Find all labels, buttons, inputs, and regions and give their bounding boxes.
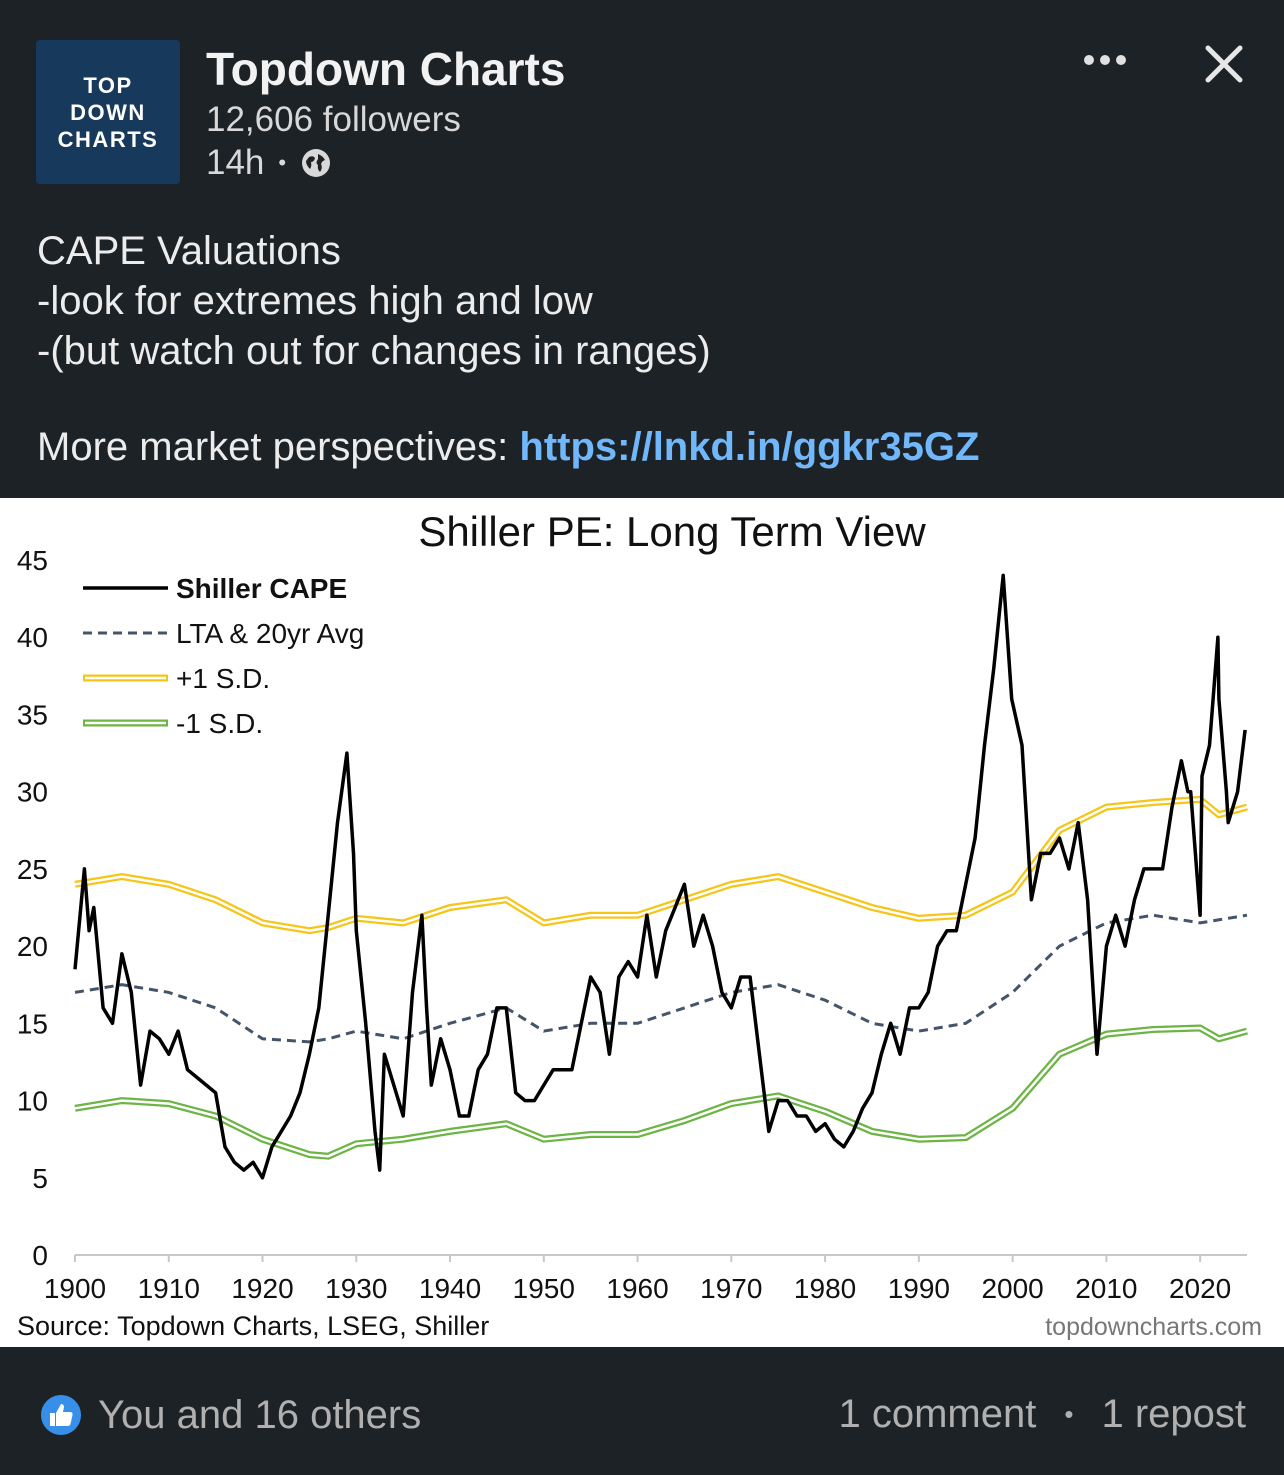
more-dots-icon — [1084, 55, 1126, 65]
x-tick-label: 1930 — [325, 1273, 387, 1304]
legend-label-3: -1 S.D. — [176, 708, 263, 739]
reactions-text: You and 16 others — [98, 1392, 422, 1437]
y-tick-label: 0 — [32, 1240, 48, 1271]
legend-label-2: +1 S.D. — [176, 663, 270, 694]
cape-chart: Shiller PE: Long Term View 1900 1910 1920 19… — [17, 508, 1262, 1341]
globe-icon — [302, 149, 331, 177]
x-tick-label: 1980 — [794, 1273, 856, 1304]
x-tick-label: 1970 — [700, 1273, 762, 1304]
y-tick-label: 15 — [17, 1008, 48, 1039]
close-button[interactable] — [1198, 38, 1250, 90]
post-line-3: -(but watch out for changes in ranges) — [37, 329, 711, 373]
x-tick-label: 2020 — [1169, 1273, 1231, 1304]
post-time: 14h — [206, 143, 265, 182]
reposts-count[interactable]: 1 repost — [1101, 1392, 1246, 1436]
x-tick-label: 1950 — [513, 1273, 575, 1304]
post-footer — [0, 1347, 1284, 1475]
x-tick-label: 1920 — [231, 1273, 293, 1304]
engagement-stats: 1 comment • 1 repost — [839, 1392, 1247, 1437]
y-tick-label: 25 — [17, 854, 48, 885]
logo-line-2: DOWN — [70, 99, 146, 125]
y-tick-label: 40 — [17, 622, 48, 653]
y-tick-label: 10 — [17, 1086, 48, 1117]
x-tick-label: 1900 — [44, 1273, 106, 1304]
post-header: TOP DOWN CHARTS Topdown Charts 12,606 fo… — [0, 0, 1284, 498]
chart-title: Shiller PE: Long Term View — [418, 508, 926, 555]
x-tick-label: 1990 — [888, 1273, 950, 1304]
meta-separator: • — [278, 150, 287, 175]
x-tick-label: 1960 — [606, 1273, 668, 1304]
legend-label-0: Shiller CAPE — [176, 573, 347, 604]
x-tick-label: 1940 — [419, 1273, 481, 1304]
chart-image[interactable]: Shiller PE: Long Term View 1900 1910 1920 19… — [0, 498, 1284, 1347]
company-logo[interactable]: TOP DOWN CHARTS — [36, 40, 180, 184]
x-tick-label: 2010 — [1075, 1273, 1137, 1304]
y-tick-label: 35 — [17, 699, 48, 730]
post-body: CAPE Valuations -look for extremes high … — [37, 226, 711, 376]
y-tick-label: 30 — [17, 777, 48, 808]
post-line-2: -look for extremes high and low — [37, 279, 593, 323]
minus-sd-line-outer — [74, 1024, 1248, 1160]
post-line-1: CAPE Valuations — [37, 229, 341, 273]
logo-line-1: TOP — [83, 72, 133, 98]
y-tick-label: 45 — [17, 545, 48, 576]
chart-watermark: topdowncharts.com — [1045, 1313, 1262, 1341]
avg-line — [74, 913, 1248, 1044]
like-icon — [39, 1393, 83, 1437]
minus-sd-line-inner — [74, 1026, 1248, 1158]
company-name[interactable]: Topdown Charts — [206, 43, 566, 95]
chart-source: Source: Topdown Charts, LSEG, Shiller — [17, 1311, 489, 1341]
reactions-summary[interactable]: You and 16 others — [38, 1392, 421, 1438]
post-meta: 14h • — [206, 143, 332, 183]
post-link-line: More market perspectives: https://lnkd.i… — [37, 425, 979, 470]
plus-sd-line-inner — [74, 798, 1248, 932]
x-tick-label: 2000 — [981, 1273, 1043, 1304]
follower-count: 12,606 followers — [206, 100, 461, 139]
post-link[interactable]: https://lnkd.in/ggkr35GZ — [519, 425, 980, 469]
more-options-button[interactable] — [1078, 40, 1132, 80]
y-tick-label: 5 — [32, 1163, 48, 1194]
link-prefix: More market perspectives: — [37, 425, 520, 469]
close-icon — [1205, 45, 1243, 83]
comments-count[interactable]: 1 comment — [838, 1392, 1037, 1436]
legend-label-1: LTA & 20yr Avg — [176, 618, 364, 649]
cape-line — [73, 573, 1247, 1180]
y-tick-label: 20 — [17, 931, 48, 962]
stats-separator: • — [1064, 1399, 1074, 1429]
x-tick-label: 1910 — [138, 1273, 200, 1304]
logo-line-3: CHARTS — [57, 126, 159, 152]
